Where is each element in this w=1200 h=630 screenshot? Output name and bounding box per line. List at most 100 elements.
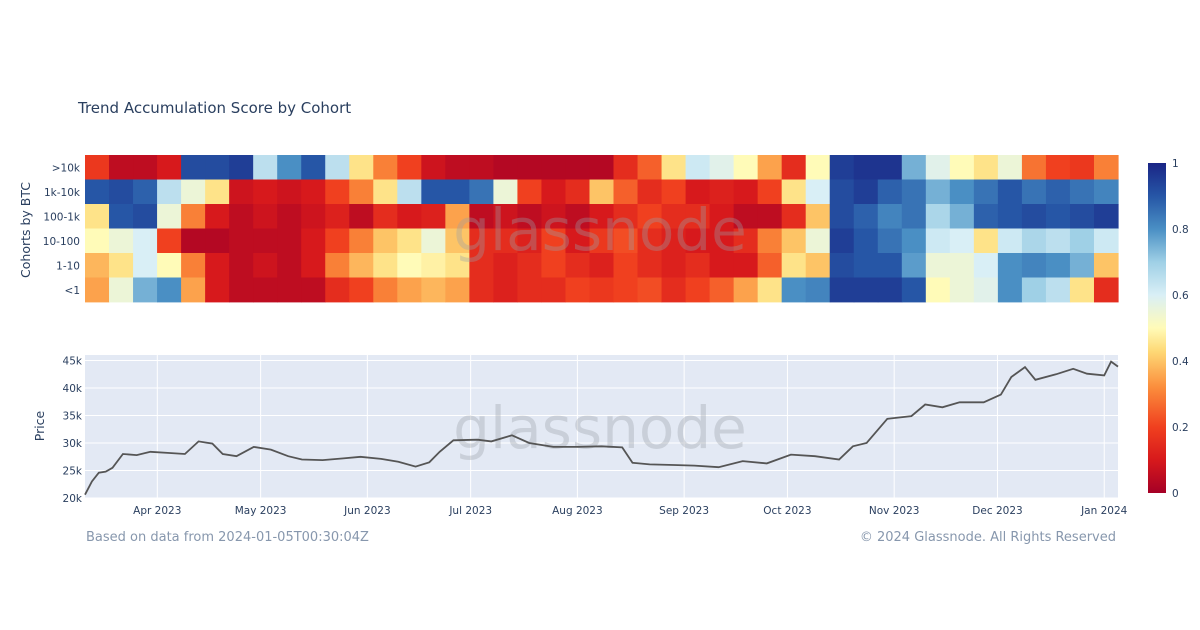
heatmap-cell [733, 253, 759, 278]
heatmap-cell [493, 204, 519, 229]
heatmap-cell [1045, 253, 1071, 278]
heatmap-cell [541, 155, 567, 180]
heatmap-cell [1093, 253, 1119, 278]
heatmap-cell [805, 179, 831, 205]
heatmap-cell [613, 179, 639, 205]
price-y-tick-label: 30k [63, 438, 83, 450]
heatmap-cell [85, 277, 110, 303]
heatmap-cell [1045, 204, 1071, 229]
price-y-tick-label: 35k [63, 411, 83, 423]
heatmap-cell [901, 277, 927, 303]
heatmap-cell [301, 253, 326, 278]
heatmap-cell [181, 277, 206, 303]
price-y-tick-label: 40k [63, 383, 83, 395]
heatmap-cell [613, 228, 639, 254]
heatmap-cell [997, 228, 1023, 254]
heatmap-cell [493, 253, 519, 278]
heatmap-cell [301, 155, 326, 180]
heatmap-cell [229, 204, 254, 229]
heatmap-cell [589, 204, 615, 229]
heatmap-cell [853, 155, 879, 180]
heatmap-cell [85, 228, 110, 254]
heatmap-cell [349, 179, 374, 205]
heatmap-cell [637, 228, 663, 254]
heatmap-cell [613, 277, 639, 303]
price-y-tick-label: 25k [63, 466, 83, 478]
heatmap-cell [829, 204, 855, 229]
heatmap-cell [1069, 155, 1095, 180]
heatmap-cell [277, 155, 302, 180]
heatmap-cell [445, 179, 470, 205]
heatmap-cell [301, 179, 326, 205]
heatmap-cell [421, 277, 446, 303]
heatmap-cell [109, 253, 134, 278]
heatmap-cell [517, 179, 543, 205]
heatmap-cell [901, 179, 927, 205]
heatmap-cell [925, 277, 951, 303]
heatmap-cell [565, 155, 591, 180]
heatmap-cell [829, 253, 855, 278]
heatmap-cell [469, 204, 494, 229]
heatmap-cell [445, 228, 470, 254]
heatmap-cell [325, 179, 350, 205]
heatmap-cell [661, 155, 687, 180]
heatmap-cell [493, 228, 519, 254]
price-x-tick-label: May 2023 [235, 505, 287, 517]
heatmap-cell [541, 179, 567, 205]
heatmap-cell [421, 253, 446, 278]
heatmap-cell [157, 253, 182, 278]
heatmap-cell [181, 204, 206, 229]
heatmap-cell [805, 204, 831, 229]
heatmap-cell [733, 204, 759, 229]
heatmap-cell [373, 204, 398, 229]
heatmap-cell [157, 228, 182, 254]
heatmap-cell [973, 179, 999, 205]
heatmap-cell [301, 228, 326, 254]
heatmap-cell [397, 228, 422, 254]
heatmap-cell [517, 277, 543, 303]
heatmap-cell [829, 277, 855, 303]
heatmap-cell [373, 155, 398, 180]
heatmap-cell [685, 253, 711, 278]
heatmap-cell [949, 204, 975, 229]
heatmap-cell [973, 277, 999, 303]
heatmap-cell [925, 179, 951, 205]
heatmap-cell [253, 179, 278, 205]
heatmap-cell [589, 277, 615, 303]
heatmap-cell [781, 179, 807, 205]
heatmap-cell [853, 228, 879, 254]
heatmap-cell [133, 228, 158, 254]
heatmap-cell [901, 253, 927, 278]
heatmap-cell [877, 155, 903, 180]
heatmap-cell [253, 204, 278, 229]
heatmap-cell [469, 228, 494, 254]
heatmap-cell [709, 179, 735, 205]
heatmap-cell [757, 179, 783, 205]
price-x-tick-label: Dec 2023 [972, 505, 1022, 517]
heatmap-cell [973, 228, 999, 254]
heatmap-cell [229, 277, 254, 303]
heatmap-cell [925, 155, 951, 180]
heatmap-row-label: 10-100 [43, 236, 80, 248]
heatmap-cell [205, 179, 230, 205]
heatmap-cell [685, 204, 711, 229]
heatmap-cell [181, 228, 206, 254]
heatmap-cell [1021, 155, 1047, 180]
heatmap-cell [133, 277, 158, 303]
heatmap-cell [349, 277, 374, 303]
heatmap-cell [229, 179, 254, 205]
heatmap-cell [613, 155, 639, 180]
heatmap-cell [277, 179, 302, 205]
heatmap-cell [277, 277, 302, 303]
heatmap-cell [901, 228, 927, 254]
heatmap-cell [157, 204, 182, 229]
heatmap-cell [733, 277, 759, 303]
heatmap-cell [1021, 253, 1047, 278]
heatmap-cell [349, 155, 374, 180]
heatmap-cell [925, 204, 951, 229]
heatmap-cell [997, 179, 1023, 205]
heatmap-cell [541, 228, 567, 254]
heatmap-cell [589, 228, 615, 254]
heatmap-cell [541, 204, 567, 229]
heatmap-cell [517, 253, 543, 278]
